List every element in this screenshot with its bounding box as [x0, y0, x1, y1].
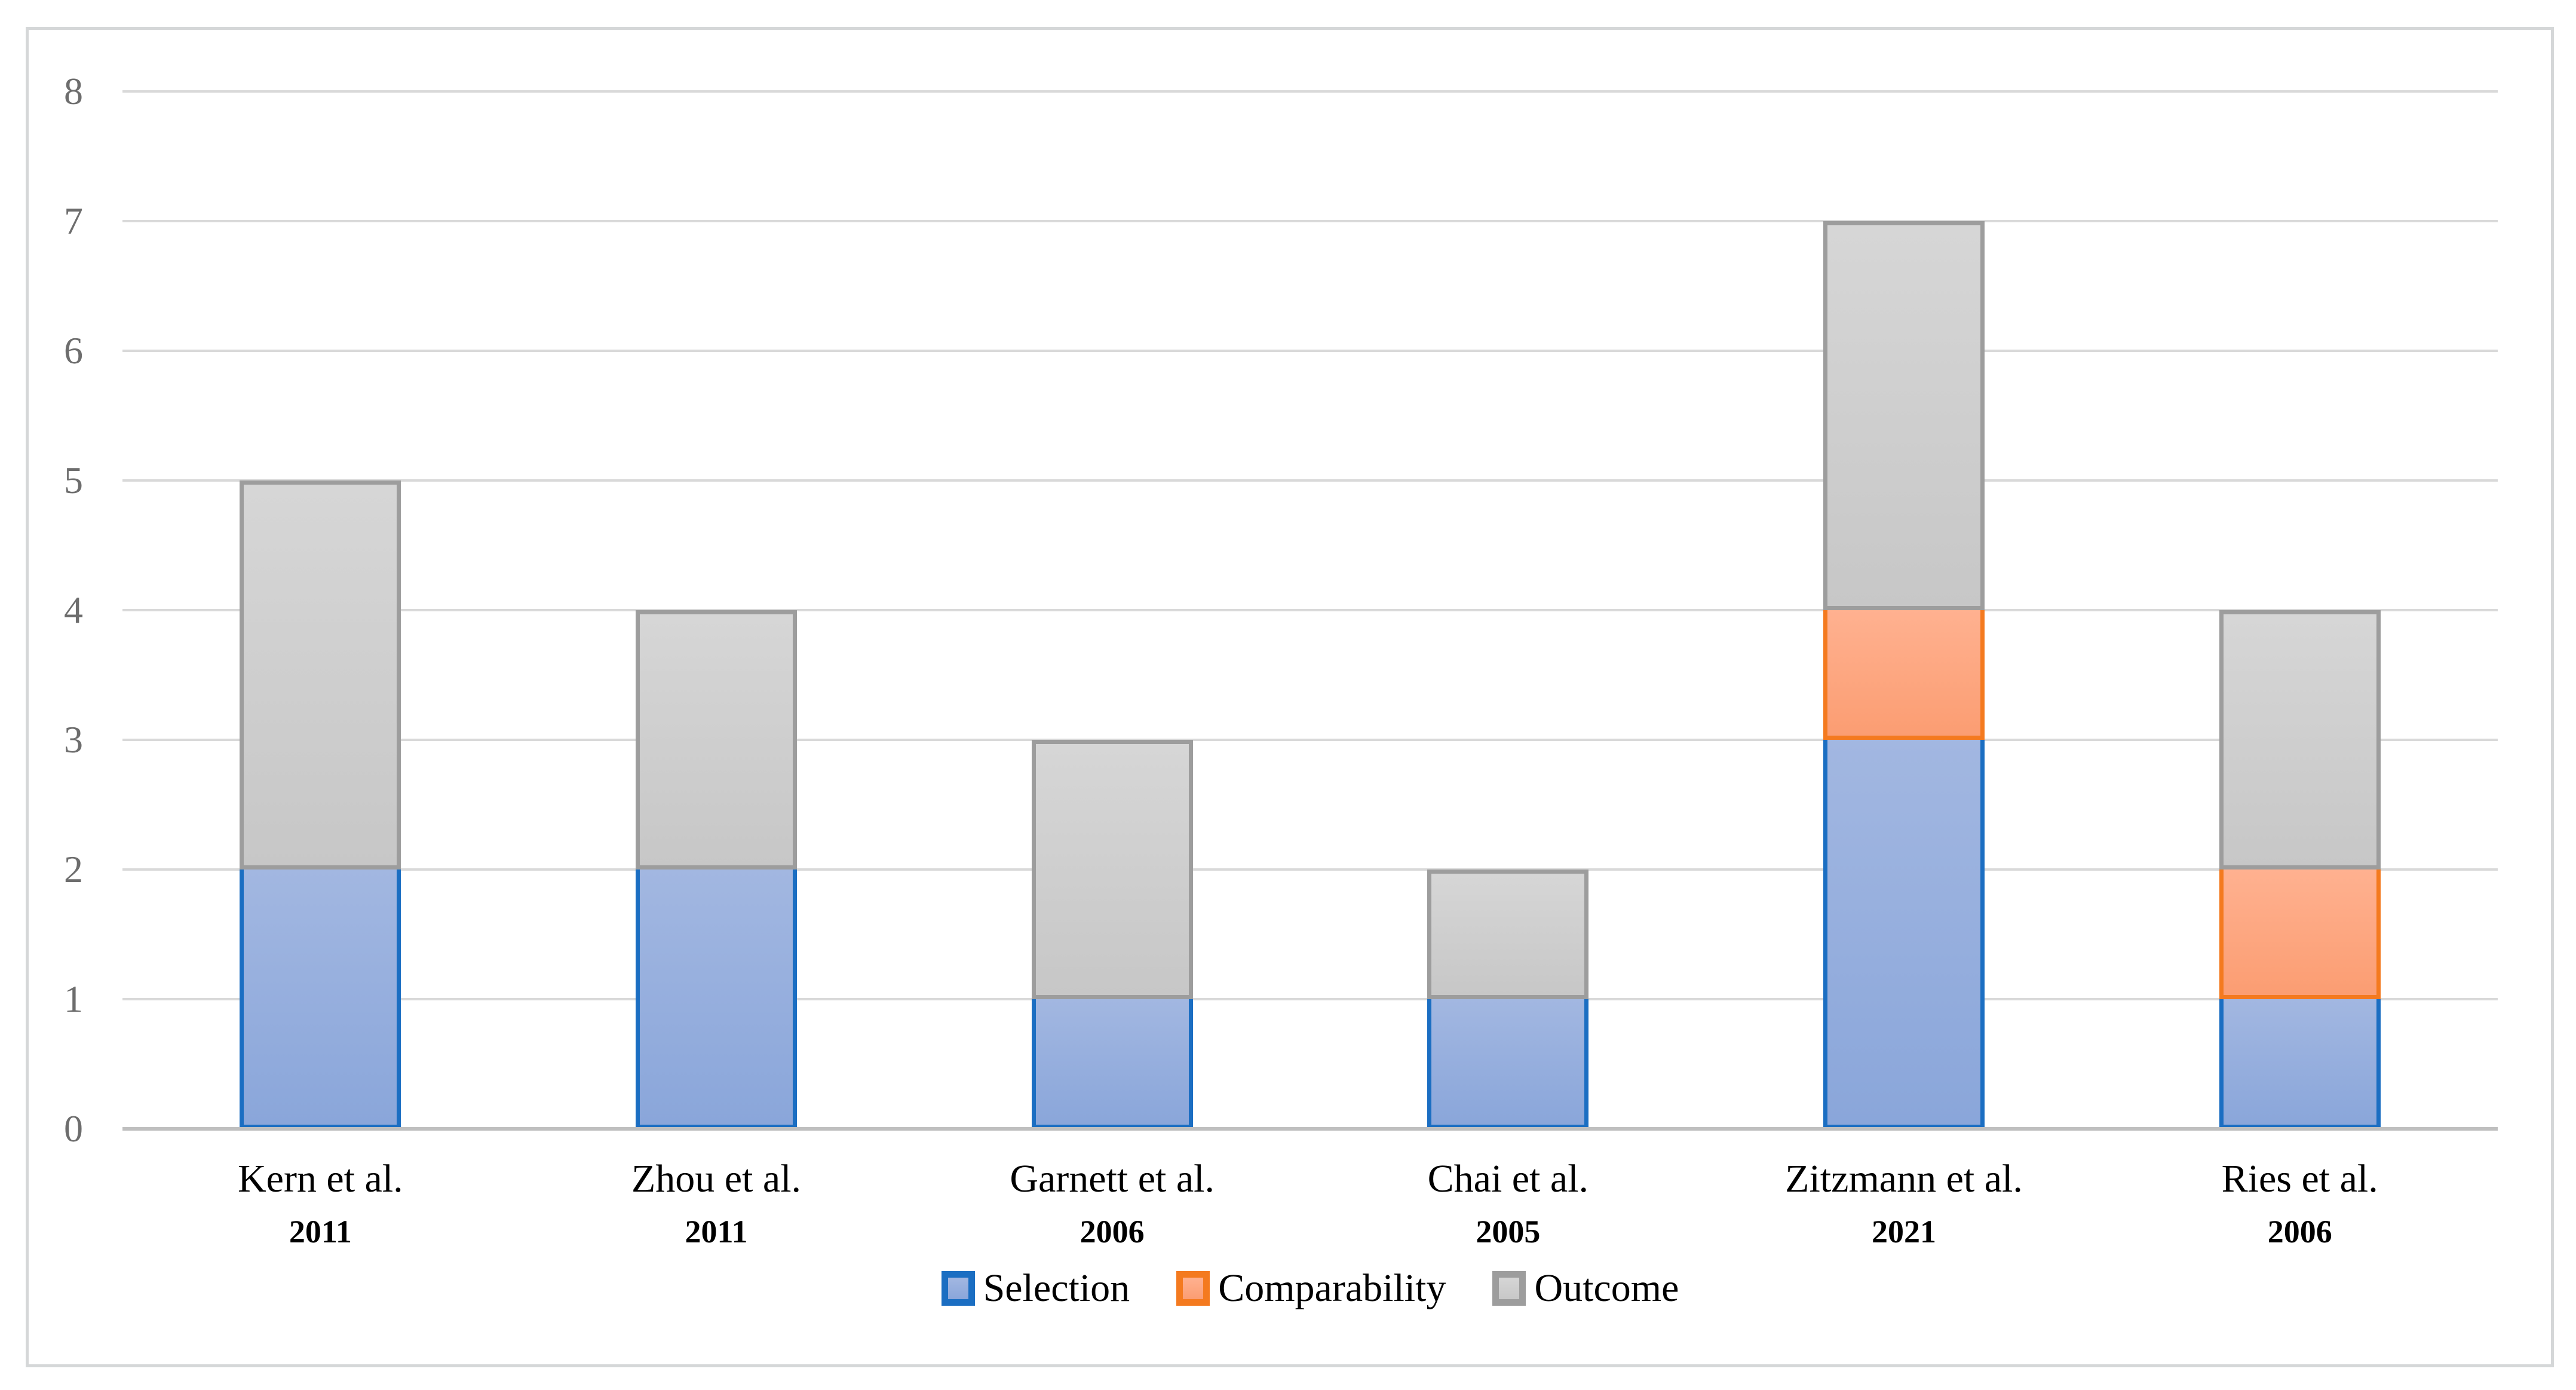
legend-swatch-comparability-icon [1176, 1271, 1210, 1306]
plot-area [122, 90, 2498, 1131]
segment-selection-3 [1427, 999, 1589, 1129]
legend-swatch-selection-icon [941, 1271, 975, 1306]
legend-swatch-outcome-icon [1492, 1271, 1526, 1306]
segment-outcome-1 [636, 610, 797, 869]
x-label-cell-0: Kern et al. 2011 [122, 1156, 519, 1250]
x-axis-line [122, 1127, 2498, 1131]
legend-label: Comparability [1218, 1266, 1446, 1310]
segment-outcome-5 [2219, 610, 2381, 869]
legend-item-comparability: Comparability [1176, 1265, 1446, 1312]
bar-slot-0 [122, 91, 519, 1129]
category-year: 2021 [1872, 1214, 1937, 1250]
category-name: Ries et al. [2221, 1157, 2378, 1201]
gridline-y6 [122, 350, 2498, 352]
segment-outcome-0 [240, 480, 401, 869]
x-label-cell-5: Ries et al. 2006 [2102, 1156, 2498, 1250]
x-label-cell-1: Zhou et al. 2011 [519, 1156, 915, 1250]
chart-frame: 0 1 2 3 4 5 6 7 8 Kern et al. 2011 Zhou et al. 2011… [26, 27, 2554, 1367]
segment-outcome-2 [1031, 740, 1193, 999]
segment-comparability-4 [1823, 610, 1985, 740]
legend-label: Outcome [1534, 1266, 1679, 1310]
bar-slot-1 [519, 91, 915, 1129]
gridline-y3 [122, 739, 2498, 741]
gridline-y1 [122, 998, 2498, 1000]
gridline-y8 [122, 90, 2498, 93]
x-label-cell-3: Chai et al. 2005 [1310, 1156, 1706, 1250]
bar-slot-4 [1706, 91, 2102, 1129]
y-tick-label-3: 3 [64, 718, 83, 761]
x-axis-labels: Kern et al. 2011 Zhou et al. 2011 Garnett et… [122, 1156, 2498, 1250]
x-label-cell-4: Zitzmann et al. 2021 [1706, 1156, 2102, 1250]
category-year: 2006 [1080, 1214, 1145, 1250]
y-tick-label-6: 6 [64, 329, 83, 372]
segment-outcome-3 [1427, 869, 1589, 999]
stacked-bar-kern-et-al- [240, 480, 401, 1129]
y-tick-label-0: 0 [64, 1107, 83, 1150]
stacked-bar-zhou-et-al- [636, 610, 797, 1129]
category-year: 2006 [2267, 1214, 2332, 1250]
category-name: Garnett et al. [1010, 1157, 1215, 1201]
bar-slot-3 [1310, 91, 1706, 1129]
category-year: 2005 [1476, 1214, 1541, 1250]
segment-selection-2 [1031, 999, 1193, 1129]
stacked-bar-chai-et-al- [1427, 869, 1589, 1129]
stacked-bar-garnett-et-al- [1031, 740, 1193, 1129]
gridline-y5 [122, 479, 2498, 482]
category-name: Chai et al. [1427, 1157, 1589, 1201]
gridline-y2 [122, 868, 2498, 871]
category-name: Zitzmann et al. [1785, 1157, 2023, 1201]
segment-outcome-4 [1823, 221, 1985, 610]
segment-comparability-5 [2219, 869, 2381, 999]
segment-selection-4 [1823, 740, 1985, 1129]
x-label-cell-2: Garnett et al. 2006 [914, 1156, 1310, 1250]
bar-slot-2 [914, 91, 1310, 1129]
stacked-bar-zitzmann-et-al- [1823, 221, 1985, 1129]
segment-selection-5 [2219, 999, 2381, 1129]
segment-selection-0 [240, 869, 401, 1129]
bar-slot-5 [2102, 91, 2498, 1129]
gridline-y4 [122, 609, 2498, 611]
y-tick-label-2: 2 [64, 848, 83, 890]
category-name: Zhou et al. [631, 1157, 802, 1201]
stacked-bar-ries-et-al- [2219, 610, 2381, 1129]
gridline-y7 [122, 220, 2498, 222]
y-tick-label-8: 8 [64, 70, 83, 112]
bars-row [122, 91, 2498, 1129]
y-tick-label-1: 1 [64, 978, 83, 1020]
legend-item-selection: Selection [941, 1265, 1130, 1312]
y-tick-label-7: 7 [64, 200, 83, 242]
legend-label: Selection [983, 1266, 1130, 1310]
category-year: 2011 [685, 1214, 748, 1250]
category-name: Kern et al. [237, 1157, 403, 1201]
y-tick-label-5: 5 [64, 459, 83, 501]
legend-item-outcome: Outcome [1492, 1265, 1679, 1312]
segment-selection-1 [636, 869, 797, 1129]
y-tick-label-4: 4 [64, 589, 83, 631]
legend: Selection Comparability Outcome [122, 1265, 2498, 1312]
category-year: 2011 [289, 1214, 352, 1250]
